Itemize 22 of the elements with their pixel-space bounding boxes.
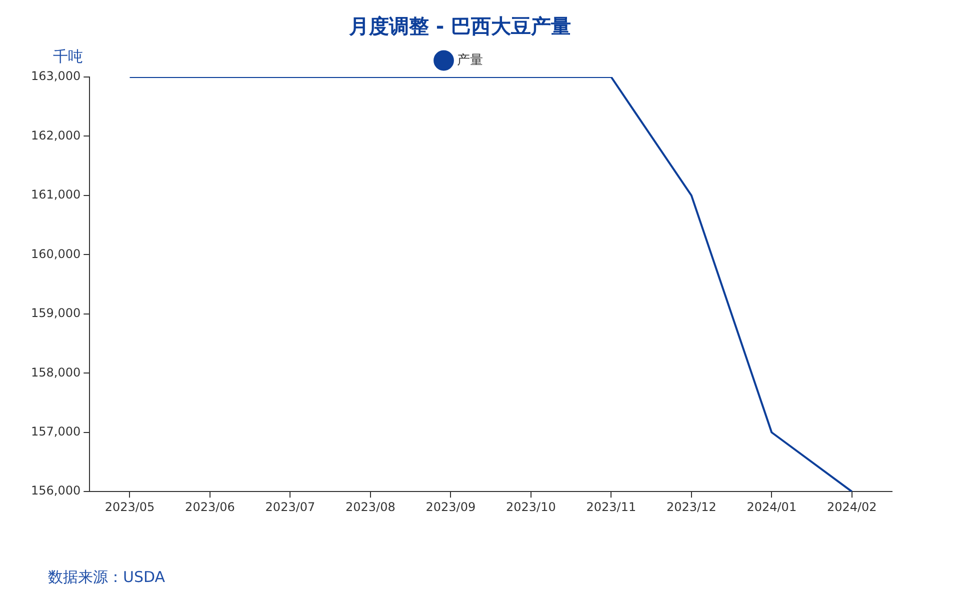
x-tick-label: 2024/02	[826, 500, 877, 514]
x-tick-label: 2023/07	[265, 500, 316, 514]
y-tick-label: 158,000	[31, 365, 81, 380]
y-tick-label: 162,000	[31, 128, 81, 142]
y-tick-label: 156,000	[31, 484, 81, 498]
x-tick-label: 2023/05	[104, 500, 155, 514]
x-tick-label: 2023/08	[346, 500, 396, 514]
chart-title: 月度调整 - 巴西大豆产量	[348, 14, 572, 38]
x-tick-label: 2023/10	[506, 500, 556, 514]
y-tick-label: 157,000	[31, 424, 81, 438]
y-tick-label: 160,000	[31, 246, 81, 261]
x-tick-label: 2023/11	[586, 500, 636, 514]
x-tick-label: 2023/09	[426, 500, 476, 514]
y-tick-label: 163,000	[31, 69, 81, 84]
x-tick-label: 2023/12	[666, 500, 716, 514]
legend-label: 产量	[456, 52, 483, 68]
y-axis-title: 千吨	[53, 47, 83, 66]
source-note: 数据来源：USDA	[48, 568, 166, 587]
y-tick-label: 161,000	[31, 188, 81, 202]
y-tick-label: 159,000	[31, 306, 81, 320]
x-tick-label: 2023/06	[185, 500, 235, 514]
x-tick-label: 2024/01	[746, 500, 797, 514]
